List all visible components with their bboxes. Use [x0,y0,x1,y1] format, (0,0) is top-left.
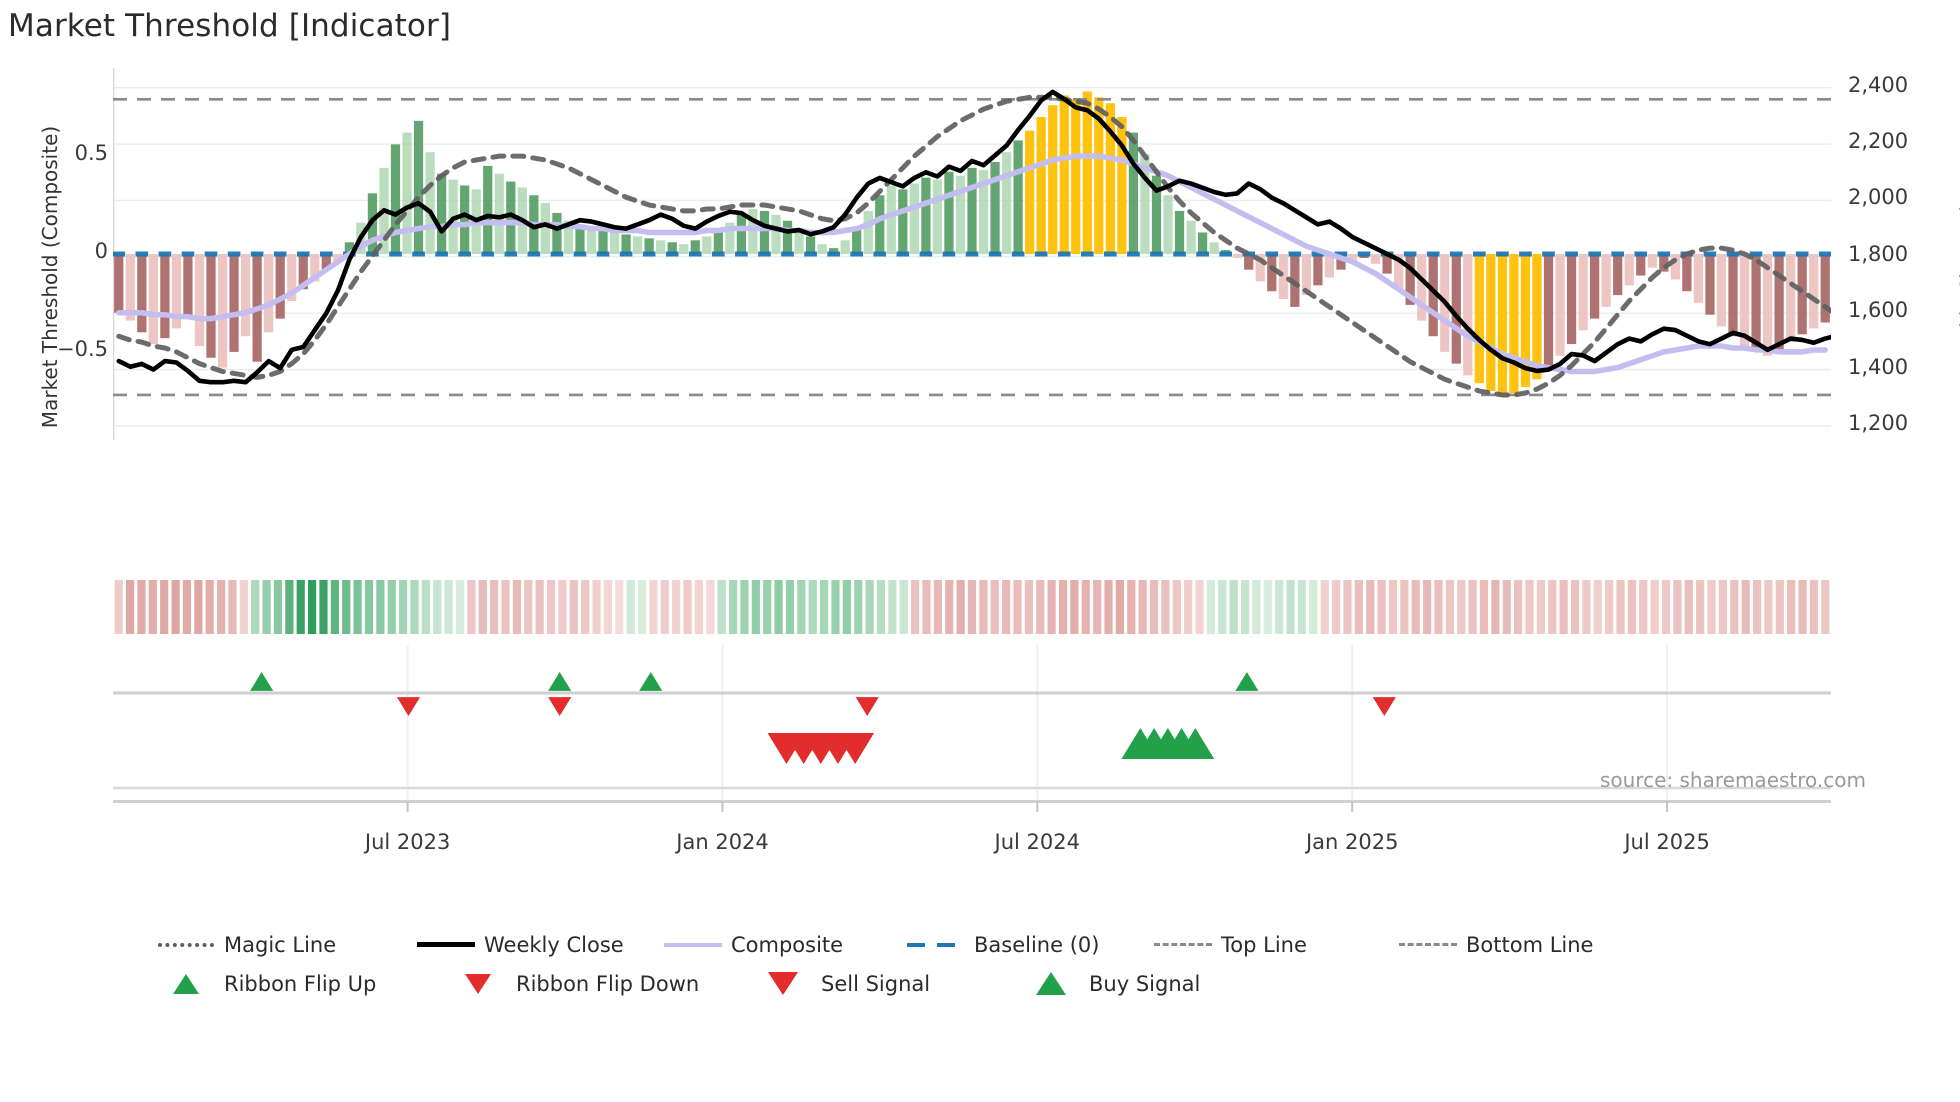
legend-item-ribbon-flip-up[interactable]: Ribbon Flip Up [150,972,442,996]
triangle-down-icon [442,972,514,996]
right-tick-label: 2,200 [1848,129,1909,154]
triangle-up-icon [1015,972,1087,996]
signals-svg [113,645,1831,805]
triangle-up-icon [150,972,222,996]
x-tick-label: Jul 2024 [994,830,1081,854]
x-axis-svg [113,800,1831,812]
ribbon-strip [113,578,1831,636]
dotted-line-icon [150,933,222,957]
left-axis-title: Market Threshold (Composite) [38,125,62,429]
signal-markers-panel [113,645,1831,805]
legend-label: Composite [731,932,844,957]
legend-label: Top Line [1221,932,1307,957]
right-axis-title: Weekly Close Price [1956,182,1960,372]
x-tick-label: Jul 2025 [1624,830,1710,854]
legend-label: Ribbon Flip Down [516,971,700,996]
dashed-line-icon [1392,933,1464,957]
source-attribution: source: sharemaestro.com [1600,768,1866,792]
right-tick-label: 1,800 [1848,241,1909,266]
solid-line-icon [657,933,729,957]
dashed-line-icon [1147,933,1219,957]
page-title: Market Threshold [Indicator] [8,8,452,44]
legend-item-composite[interactable]: Composite [657,933,900,957]
x-tick-label: Jan 2025 [1305,830,1399,854]
legend-item-sell-signal[interactable]: Sell Signal [747,972,1015,996]
legend-label: Ribbon Flip Up [224,971,377,996]
x-tick-label: Jan 2024 [676,830,769,854]
right-tick-label: 2,000 [1848,185,1909,210]
solid-line-icon [410,933,482,957]
ribbon-strip-svg [114,580,1830,634]
legend-label: Buy Signal [1089,971,1201,996]
dashed-line-icon [900,933,972,957]
x-axis [113,800,1831,826]
legend-label: Weekly Close [484,932,624,957]
right-tick-label: 1,200 [1848,410,1909,435]
legend-item-weekly-close[interactable]: Weekly Close [410,933,657,957]
legend-item-baseline-0[interactable]: Baseline (0) [900,933,1147,957]
left-tick-label: 0 [94,239,108,263]
left-tick-label: −0.5 [57,336,108,361]
legend-item-bottom-line[interactable]: Bottom Line [1392,933,1637,957]
legend-item-top-line[interactable]: Top Line [1147,933,1392,957]
legend-item-magic-line[interactable]: Magic Line [150,933,410,957]
legend-label: Magic Line [224,932,337,957]
right-tick-label: 2,400 [1848,72,1909,97]
legend-row-primary: Magic Line Weekly Close Composite Baseline … [150,925,1850,964]
right-tick-label: 1,400 [1848,354,1909,379]
legend-row-markers: Ribbon Flip Up Ribbon Flip Down Sell Signa… [150,964,1850,1003]
x-tick-label: Jul 2023 [364,830,451,854]
legend-item-ribbon-flip-down[interactable]: Ribbon Flip Down [442,972,747,996]
legend-label: Sell Signal [821,971,931,996]
right-tick-label: 1,600 [1848,298,1909,323]
legend-label: Bottom Line [1466,932,1594,957]
chart-legend: Magic Line Weekly Close Composite Baseline … [150,925,1850,1003]
main-chart-plot [113,68,1831,440]
triangle-down-icon [747,972,819,996]
legend-item-buy-signal[interactable]: Buy Signal [1015,972,1275,996]
legend-label: Baseline (0) [974,932,1100,957]
left-tick-label: 0.5 [74,141,108,166]
main-chart-svg [113,68,1831,440]
